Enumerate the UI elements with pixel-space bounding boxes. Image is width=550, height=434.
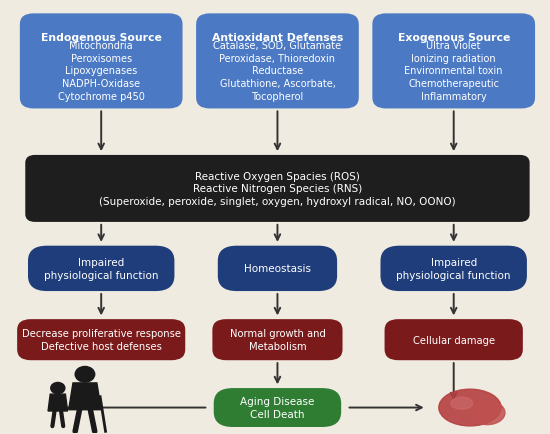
Text: Endogenous Source: Endogenous Source [41,33,162,43]
FancyBboxPatch shape [218,246,337,291]
FancyBboxPatch shape [214,388,341,427]
Text: Ultra Violet
Ionizing radiation
Environmental toxin
Chemotherapeutic
Inflammator: Ultra Violet Ionizing radiation Environm… [404,41,503,102]
Text: Mitochondria
Peroxisomes
Lipoxygenases
NADPH-Oxidase
Cytochrome p450: Mitochondria Peroxisomes Lipoxygenases N… [58,41,145,102]
Text: Normal growth and
Metabolism: Normal growth and Metabolism [229,329,326,351]
Text: Reactive Oxygen Spacies (ROS)
Reactive Nitrogen Species (RNS)
(Superoxide, perox: Reactive Oxygen Spacies (ROS) Reactive N… [99,171,456,207]
Ellipse shape [451,397,472,409]
FancyBboxPatch shape [28,246,174,291]
Text: Cellular damage: Cellular damage [412,335,495,345]
Text: Aging Disease
Cell Death: Aging Disease Cell Death [240,396,315,419]
Text: Catalase, SOD, Glutamate
Peroxidase, Thioredoxin
Reductase
Glutathione, Ascorbat: Catalase, SOD, Glutamate Peroxidase, Thi… [213,41,342,102]
FancyBboxPatch shape [25,155,530,222]
Ellipse shape [470,401,505,424]
FancyBboxPatch shape [196,14,359,109]
Polygon shape [48,394,68,411]
Polygon shape [69,383,101,410]
FancyBboxPatch shape [20,14,183,109]
Text: Homeostasis: Homeostasis [244,264,311,274]
Ellipse shape [439,389,501,426]
Text: Decrease proliferative response
Defective host defenses: Decrease proliferative response Defectiv… [21,329,181,351]
Text: Antioxidant Defenses: Antioxidant Defenses [212,33,343,43]
FancyBboxPatch shape [384,319,523,360]
FancyBboxPatch shape [372,14,535,109]
Text: Impaired
physiological function: Impaired physiological function [44,257,158,280]
FancyBboxPatch shape [381,246,527,291]
Circle shape [51,383,65,394]
Text: Exogenous Source: Exogenous Source [398,33,510,43]
Text: Impaired
physiological function: Impaired physiological function [397,257,511,280]
FancyBboxPatch shape [212,319,343,360]
FancyBboxPatch shape [17,319,185,360]
Circle shape [75,367,95,382]
